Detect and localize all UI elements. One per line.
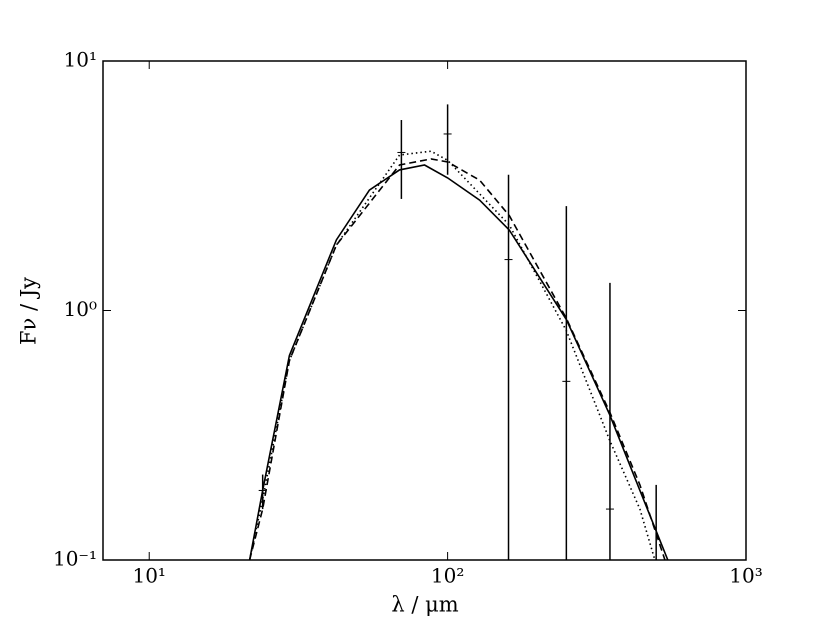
- x-tick-label: 10³: [729, 564, 762, 588]
- model-line: [248, 150, 656, 560]
- y-tick-label: 10¹: [64, 48, 97, 72]
- model-line: [248, 164, 669, 560]
- plot-area: [248, 104, 669, 560]
- plot-frame: [102, 60, 747, 561]
- y-tick-label: 10⁻¹: [53, 547, 97, 571]
- x-tick-label: 10²: [431, 564, 464, 588]
- x-axis-label: λ / μm: [391, 593, 458, 617]
- model-line: [248, 158, 666, 560]
- y-tick-label: 10⁰: [64, 297, 97, 321]
- x-tick-label: 10¹: [132, 564, 165, 588]
- y-axis-label: Fν / Jy: [17, 277, 41, 345]
